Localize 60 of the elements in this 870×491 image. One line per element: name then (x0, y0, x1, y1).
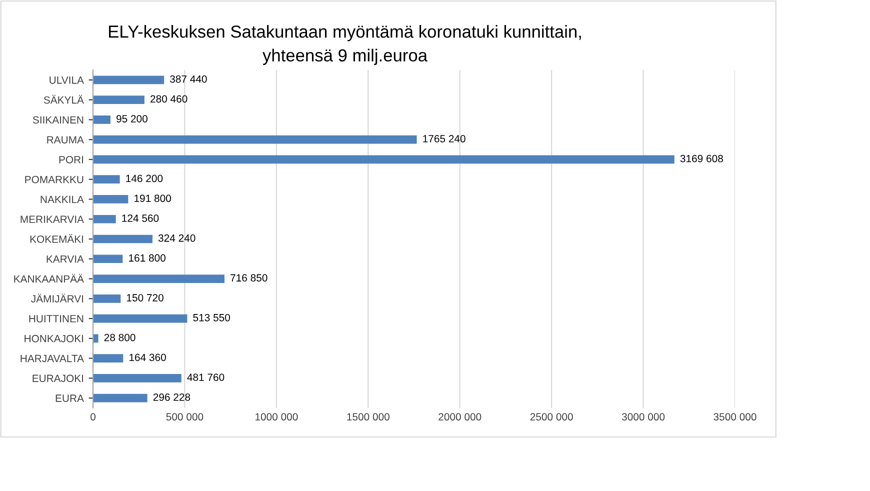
x-tick-label: 2500 000 (530, 413, 573, 421)
x-tick-label: 500 000 (166, 413, 204, 421)
data-label: 3169 608 (680, 154, 723, 162)
x-tick-label: 0 (90, 413, 96, 421)
bar (93, 76, 164, 84)
y-tick-label: RAUMA (47, 136, 84, 144)
y-tick-label: POMARKKU (25, 176, 84, 184)
x-tick-label: 2000 000 (438, 413, 482, 421)
data-label: 191 800 (134, 194, 171, 202)
bar (93, 214, 116, 224)
data-label: 161 800 (129, 254, 166, 262)
y-tick-label: JÄMIJÄRVI (31, 294, 84, 303)
bar (93, 234, 152, 244)
bar (93, 155, 674, 164)
bar (93, 374, 182, 382)
data-label: 124 560 (122, 214, 159, 222)
data-label: 164 360 (130, 354, 166, 362)
y-tick-label: EURA (56, 394, 84, 402)
bar (93, 195, 128, 204)
y-tick-label: PORI (59, 156, 84, 164)
x-tick-label: 3500 000 (714, 413, 756, 421)
chart-title: ELY-keskuksen Satakuntaan myöntämä koronatuki kunnittain, yhteensä 9 milj.euroa (109, 25, 581, 65)
bar (93, 354, 124, 362)
data-label: 95 200 (116, 115, 148, 122)
data-label: 296 228 (153, 393, 190, 401)
y-tick-label: KANKAANPÄÄ (14, 274, 84, 283)
x-tick-label: 1000 000 (256, 413, 298, 421)
data-label: 481 760 (187, 374, 224, 381)
bar (93, 175, 120, 184)
y-tick-label: ULVILA (50, 76, 84, 84)
bar (93, 314, 188, 323)
data-label: 387 440 (170, 75, 207, 83)
bar (93, 96, 144, 104)
data-label: 146 200 (126, 174, 163, 182)
data-label: 716 850 (230, 274, 268, 282)
y-tick-label: SÄKYLÄ (44, 94, 84, 104)
y-tick-label: HUITTINEN (29, 315, 84, 322)
bar (93, 334, 98, 343)
x-tick-label: 3000 000 (622, 413, 665, 421)
data-label: 513 550 (193, 314, 230, 322)
bar (93, 116, 110, 124)
y-tick-label: EURAJOKI (32, 374, 84, 382)
y-tick-label: HARJAVALTA (20, 354, 84, 362)
data-label: 1765 240 (423, 135, 466, 142)
data-label: 150 720 (126, 294, 164, 302)
bar (93, 254, 123, 264)
y-tick-label: KOKEMÄKI (30, 234, 84, 243)
bar (93, 294, 121, 303)
y-tick-label: KARVIA (46, 255, 84, 263)
data-label: 324 240 (158, 234, 196, 242)
y-tick-label: HONKAJOKI (24, 334, 84, 342)
bar (93, 394, 148, 402)
data-label: 280 460 (150, 95, 188, 103)
data-label: 28 800 (104, 334, 136, 342)
y-tick-label: NAKKILA (40, 196, 84, 204)
y-tick-label: MERIKARVIA (20, 216, 84, 223)
bar (93, 274, 224, 283)
x-tick-label: 1500 000 (347, 413, 390, 421)
bar (93, 135, 417, 144)
y-tick-label: SIIKAINEN (32, 116, 84, 124)
